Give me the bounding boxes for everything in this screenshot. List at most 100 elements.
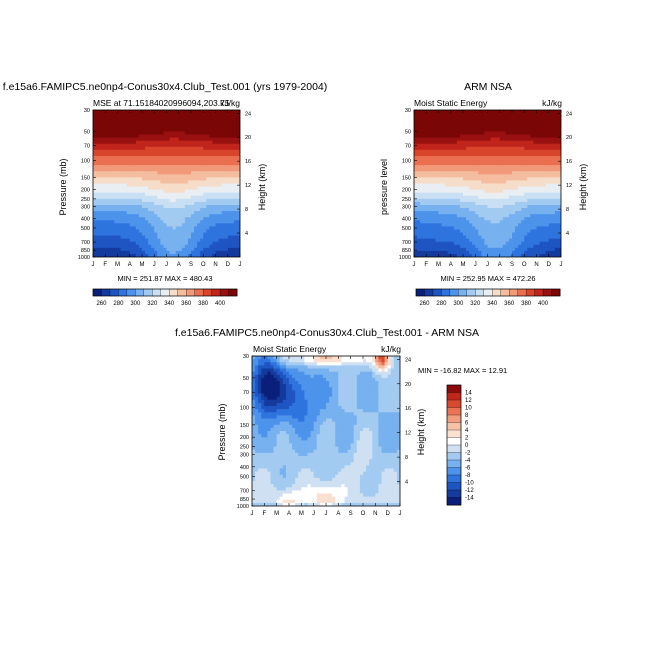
panel-model-cell bbox=[93, 180, 97, 185]
panel-obs-cell bbox=[551, 134, 556, 139]
panel-model-cell bbox=[117, 122, 122, 126]
panel-obs-cell bbox=[487, 211, 492, 215]
panel-obs-cell bbox=[490, 232, 495, 237]
panel-obs-cell bbox=[518, 229, 522, 234]
panel-model-cell bbox=[96, 134, 100, 139]
panel-model-cell bbox=[157, 241, 161, 246]
panel-obs-cell bbox=[521, 229, 525, 234]
panel-obs-cell bbox=[493, 125, 498, 129]
panel-model-cell bbox=[233, 174, 238, 178]
panel-model-cell bbox=[138, 165, 143, 169]
panel-model-cell bbox=[200, 146, 204, 151]
panel-obs-cell bbox=[533, 122, 538, 126]
panel-model-cell bbox=[111, 131, 116, 136]
panel-model-cell bbox=[117, 113, 122, 117]
panel-model-cell bbox=[194, 128, 198, 133]
panel-model-cell bbox=[206, 180, 210, 185]
panel-model-cell bbox=[178, 149, 183, 154]
panel-obs-cell bbox=[447, 177, 452, 182]
panel-obs-cell bbox=[542, 155, 547, 160]
panel-obs-cell bbox=[478, 146, 482, 151]
panel-diff-cell bbox=[258, 390, 262, 395]
panel-model-cell bbox=[230, 171, 235, 175]
panel-obs-cell bbox=[515, 110, 519, 114]
panel-model-colorbar-swatch bbox=[160, 288, 170, 297]
panel-model-cell bbox=[224, 220, 229, 224]
panel-model-cell bbox=[169, 189, 174, 194]
panel-model-cell bbox=[151, 128, 155, 133]
panel-obs-cell bbox=[536, 174, 541, 178]
panel-model-cell bbox=[117, 134, 122, 139]
panel-model-cell bbox=[221, 204, 226, 209]
panel-obs-cell bbox=[527, 238, 531, 243]
panel-obs-cell bbox=[447, 171, 452, 175]
panel-model-cell bbox=[99, 168, 103, 172]
panel-model-cell bbox=[163, 186, 168, 191]
panel-obs-cell bbox=[466, 253, 470, 257]
panel-model-colorbar-frame bbox=[92, 288, 238, 297]
panel-obs-cell bbox=[475, 131, 479, 136]
panel-obs-cell bbox=[557, 149, 561, 154]
panel-model-cell bbox=[120, 155, 125, 160]
panel-model-cell bbox=[187, 238, 192, 243]
panel-model-cell bbox=[203, 152, 207, 157]
panel-obs-cell bbox=[450, 253, 455, 257]
panel-obs-cell bbox=[456, 253, 461, 257]
panel-obs-cell bbox=[450, 192, 455, 197]
panel-obs-cell bbox=[502, 122, 507, 126]
panel-model-cell bbox=[172, 198, 177, 203]
panel-obs-cell bbox=[438, 204, 443, 209]
panel-obs-cell bbox=[463, 174, 467, 178]
panel-obs-cell bbox=[420, 208, 424, 212]
panel-obs-cell bbox=[505, 137, 510, 142]
panel-model-cell bbox=[138, 198, 143, 203]
panel-model-cell bbox=[114, 186, 119, 191]
panel-obs-cell bbox=[432, 134, 437, 139]
panel-obs-cell bbox=[475, 125, 479, 129]
panel-obs-cell bbox=[554, 113, 559, 117]
panel-obs-cell bbox=[493, 152, 498, 157]
panel-model-cell bbox=[200, 247, 204, 252]
panel-obs-cell bbox=[484, 113, 489, 117]
panel-obs-cell bbox=[518, 119, 522, 123]
panel-model-cell bbox=[145, 214, 149, 218]
panel-model-cell bbox=[129, 238, 134, 243]
panel-obs-cell bbox=[453, 241, 458, 246]
panel-obs-cell bbox=[420, 189, 424, 194]
panel-obs-cell bbox=[530, 229, 535, 234]
panel-model-cell bbox=[93, 232, 97, 237]
panel-obs-cell bbox=[493, 195, 498, 200]
panel-model-cell bbox=[145, 113, 149, 117]
panel-obs-cell bbox=[530, 146, 535, 151]
panel-model-cell bbox=[236, 171, 240, 175]
panel-obs-cell bbox=[521, 113, 525, 117]
panel-obs-cell bbox=[426, 113, 430, 117]
panel-model-cell bbox=[117, 140, 122, 145]
panel-model-cell bbox=[197, 232, 201, 237]
panel-obs-cell bbox=[502, 152, 507, 157]
panel-model-cell bbox=[163, 204, 168, 209]
panel-obs-cell bbox=[515, 122, 519, 126]
panel-obs-cell bbox=[450, 122, 455, 126]
panel-model-cell bbox=[197, 168, 201, 172]
panel-model-cell bbox=[187, 235, 192, 240]
panel-model-cell bbox=[163, 235, 168, 240]
panel-obs-cell bbox=[469, 247, 473, 252]
panel-obs-cell bbox=[521, 140, 525, 145]
panel-model-cell bbox=[178, 235, 183, 240]
panel-obs-cell bbox=[530, 168, 535, 172]
panel-obs-cell bbox=[426, 146, 430, 151]
panel-model-cell bbox=[93, 149, 97, 154]
panel-model-cell bbox=[206, 214, 210, 218]
panel-obs-cell bbox=[466, 171, 470, 175]
panel-obs-cell bbox=[426, 211, 430, 215]
panel-model-cell bbox=[178, 198, 183, 203]
panel-model-cell bbox=[99, 122, 103, 126]
panel-model-cell bbox=[212, 149, 217, 154]
panel-obs-cell bbox=[459, 137, 464, 142]
panel-model-cell bbox=[227, 137, 232, 142]
panel-obs-cell bbox=[472, 122, 476, 126]
panel-obs-ytick-right-label: 16 bbox=[566, 159, 572, 165]
panel-obs-cell bbox=[469, 128, 473, 133]
panel-model-cell bbox=[227, 174, 232, 178]
